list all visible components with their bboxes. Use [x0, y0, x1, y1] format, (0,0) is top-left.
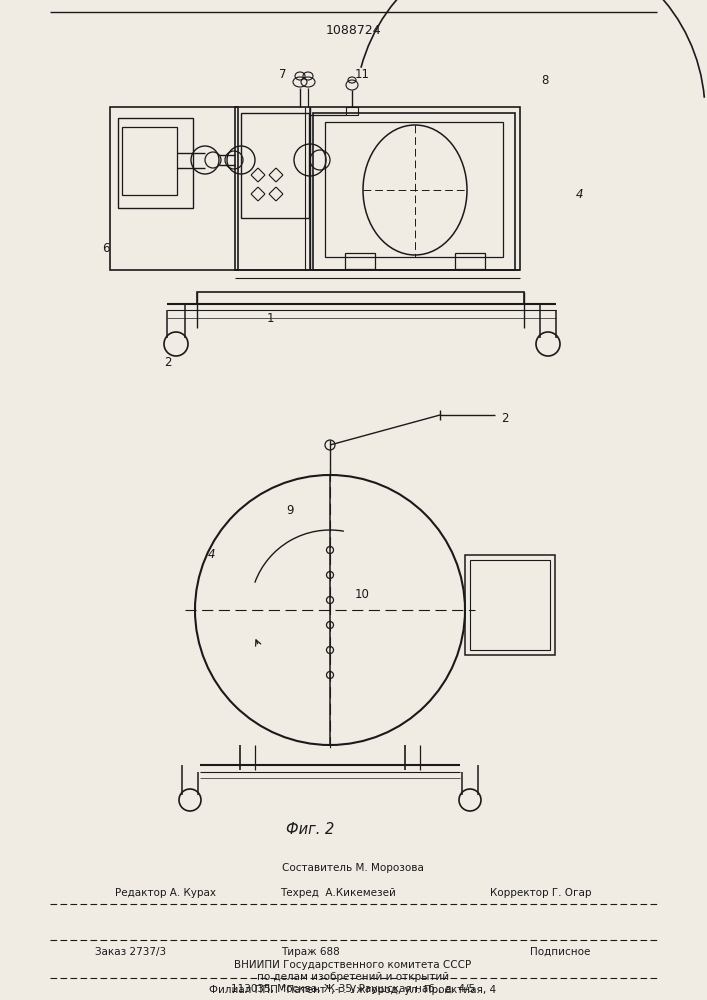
Bar	[241, 113, 309, 218]
Bar	[465, 555, 555, 655]
Text: Корректор Г. Огар: Корректор Г. Огар	[490, 888, 592, 898]
Bar	[470, 560, 550, 650]
Text: 6: 6	[103, 241, 110, 254]
Text: 2: 2	[164, 356, 172, 368]
Text: Редактор А. Курах: Редактор А. Курах	[115, 888, 216, 898]
Text: 4: 4	[576, 188, 584, 202]
Text: Техред  А.Кикемезей: Техред А.Кикемезей	[280, 888, 396, 898]
Text: 9: 9	[286, 504, 293, 516]
Text: 7: 7	[279, 68, 287, 81]
Text: 1: 1	[267, 312, 274, 324]
Text: Составитель М. Морозова: Составитель М. Морозова	[282, 863, 424, 873]
Text: Подписное: Подписное	[530, 947, 590, 957]
Bar	[313, 113, 515, 270]
Bar	[325, 122, 503, 257]
Text: 2: 2	[501, 412, 509, 424]
Text: 4: 4	[209, 548, 216, 562]
Bar	[235, 107, 520, 270]
Text: по делам изобретений и открытий: по делам изобретений и открытий	[257, 972, 449, 982]
Text: 10: 10	[355, 588, 370, 601]
Text: Тираж 688: Тираж 688	[281, 947, 339, 957]
Text: 1088724: 1088724	[325, 23, 381, 36]
Text: 8: 8	[542, 74, 549, 87]
Bar	[455, 253, 485, 269]
Text: Фиг. 2: Фиг. 2	[286, 822, 334, 838]
Bar	[122, 127, 177, 195]
Text: 11: 11	[354, 68, 370, 81]
Text: ВНИИПИ Государственного комитета СССР: ВНИИПИ Государственного комитета СССР	[235, 960, 472, 970]
Text: Филиал ППП “Патент”, г. Ужгород, ул. Проектная, 4: Филиал ППП “Патент”, г. Ужгород, ул. Про…	[209, 985, 496, 995]
Bar	[110, 107, 238, 270]
Text: Заказ 2737/3: Заказ 2737/3	[95, 947, 166, 957]
Bar	[346, 107, 358, 115]
Bar	[118, 118, 193, 208]
Bar	[197, 292, 524, 304]
Bar	[345, 253, 375, 269]
Text: 113035, Москва, Ж-35, Раушская наб., д. 4/5: 113035, Москва, Ж-35, Раушская наб., д. …	[231, 984, 475, 994]
